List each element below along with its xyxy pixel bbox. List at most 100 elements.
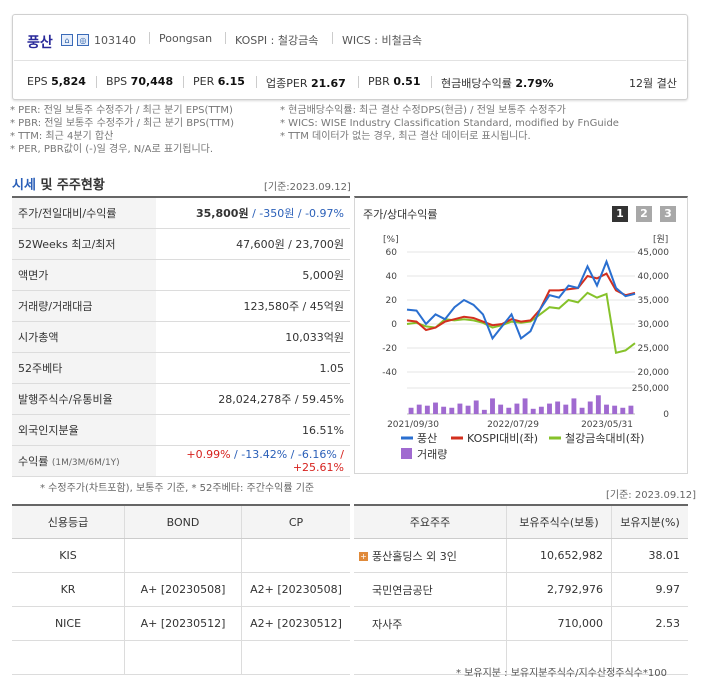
left-tick-label: 0 [391,320,397,330]
left-tick-label: -20 [382,344,397,354]
volume-bar [506,407,512,414]
english-name: Poongsan [159,32,213,45]
table-row: 수익률 (1M/3M/6M/1Y) +0.99% / -13.42% / -6.… [12,445,350,477]
volume-bar [514,403,520,414]
table-row: 주가/전일대비/수익률 35,800원 / -350원 / -0.97% [12,197,350,229]
legend-steel-label: 철강금속대비(좌) [565,432,644,445]
kospi-sector: KOSPI : 철강금속 [235,34,319,47]
notes-right: * 현금배당수익률: 최근 결산 수정DPS(현금) / 전일 보통주 수정주가… [280,105,619,142]
pbr-metric: PBR 0.51 [368,75,421,88]
stock-summary-box: 풍산 ⌂ ◎ 103140 Poongsan KOSPI : 철강금속 WICS… [12,14,688,100]
table-row: + 풍산홀딩스 외 3인 10,652,982 38.01 [354,538,688,573]
volume-bar [522,398,528,414]
notes-left: * PER: 전일 보통주 수정주가 / 최근 분기 EPS(TTM) * PB… [10,105,235,155]
holders-footnote: * 보유지분 : 보유지분주식수/지수산정주식수*100 [456,668,667,679]
volume-tick-label: 250,000 [632,384,669,394]
credit-header-cp: CP [241,505,350,539]
dividend-yield-metric: 현금배당수익률 2.79% [441,77,554,90]
table-row: 52Weeks 최고/최저 47,600원 / 23,700원 [12,228,350,260]
table-row: NICE A+ [20230512] A2+ [20230512] [12,606,350,641]
volume-tick-label: 0 [663,410,669,420]
holders-date: [기준: 2023.09.12] [606,490,697,501]
expand-icon[interactable]: + [359,552,368,561]
volume-bar [498,404,504,414]
left-tick-label: 60 [386,248,398,258]
chart-tab-3[interactable]: 3 [660,206,676,222]
table-row: 거래량/거래대금 123,580주 / 45억원 [12,290,350,322]
credit-header-bond: BOND [124,505,242,539]
volume-bar [587,401,593,414]
stock-name[interactable]: 풍산 [27,35,53,51]
stock-code: 103140 [94,34,136,47]
volume-bar [628,405,634,414]
right-tick-label: 25,000 [638,344,670,354]
table-row: 국민연금공단 2,792,976 9.97 [354,572,688,607]
legend-volume-swatch [401,448,412,459]
market-section-title: 시세 및 주주현황 [12,178,105,193]
table-row: 발행주식수/유통비율 28,024,278주 / 59.45% [12,383,350,415]
wics-sector: WICS : 비철금속 [342,34,422,47]
table-row [354,640,688,675]
volume-bar [547,403,552,414]
table-row: KR A+ [20230508] A2+ [20230508] [12,572,350,607]
sector-per-metric: 업종PER 21.67 [266,77,346,90]
bps-metric: BPS 70,448 [106,75,174,88]
x-tick-label: 2023/05/31 [581,420,633,430]
kospi-relative-line [406,272,636,332]
volume-bar [416,404,422,414]
left-tick-label: 40 [386,272,398,282]
volume-bar [441,406,447,414]
table-row: 52주베타 1.05 [12,352,350,384]
volume-bar [490,398,495,414]
left-tick-label: 20 [386,296,398,306]
volume-bar [424,405,430,414]
right-tick-label: 20,000 [638,368,670,378]
volume-bar [612,405,618,414]
chart-tab-1[interactable]: 1 [612,206,628,222]
credit-rating-table: 신용등급 BOND CP KIS KR A+ [20230508] A2+ [202… [12,504,350,675]
home-icon[interactable]: ⌂ [61,34,73,46]
per-metric: PER 6.15 [193,75,245,88]
x-tick-label: 2022/07/29 [487,420,539,430]
volume-bar [481,409,487,414]
fiscal-month: 12월 결산 [629,77,677,90]
legend-volume-label: 거래량 [417,448,447,461]
right-axis-unit: [원] [653,234,668,245]
volume-bar [555,401,561,414]
holders-header-name: 주요주주 [354,505,507,539]
credit-header-agency: 신용등급 [12,505,125,539]
right-tick-label: 35,000 [638,296,670,306]
table-row: 자사주 710,000 2.53 [354,606,688,641]
volume-bar [530,408,536,414]
price-chart: [%] [원] 60 40 20 0 -20 -40 45,000 40,000 35,000 30,… [382,234,670,461]
holders-header-pct: 보유지분(%) [611,505,688,539]
price-chart-panel: 주가/상대수익률 1 2 3 [%] [원] 60 40 20 0 -20 -40 45,000… [354,196,688,474]
table-row: 시가총액 10,033억원 [12,321,350,353]
market-table: 주가/전일대비/수익률 35,800원 / -350원 / -0.97% 52W… [12,196,350,477]
market-footnote: * 수정주가(차트포함), 보통주 기준, * 52주베타: 주간수익률 기준 [40,483,315,494]
volume-bar [457,403,463,414]
right-tick-label: 40,000 [638,272,670,282]
table-row: 액면가 5,000원 [12,259,350,291]
left-axis-unit: [%] [383,235,399,245]
right-tick-label: 30,000 [638,320,670,330]
price-line [406,258,636,341]
left-tick-label: -40 [382,368,397,378]
x-tick-label: 2021/09/30 [387,420,439,430]
right-tick-label: 45,000 [638,248,670,258]
ir-icon[interactable]: ◎ [77,34,89,46]
table-row: KIS [12,538,350,573]
volume-bar [571,398,577,414]
volume-bar [595,395,601,414]
volume-bar [449,407,455,414]
market-date: [기준:2023.09.12] [264,182,351,193]
volume-bar [604,404,609,414]
volume-bar [538,406,544,414]
chart-tab-2[interactable]: 2 [636,206,652,222]
volume-bar [563,404,569,414]
eps-metric: EPS 5,824 [27,75,86,88]
volume-bar [579,407,585,414]
volume-bar [465,405,471,414]
chart-title: 주가/상대수익률 [363,208,438,221]
volume-bar [473,400,479,414]
